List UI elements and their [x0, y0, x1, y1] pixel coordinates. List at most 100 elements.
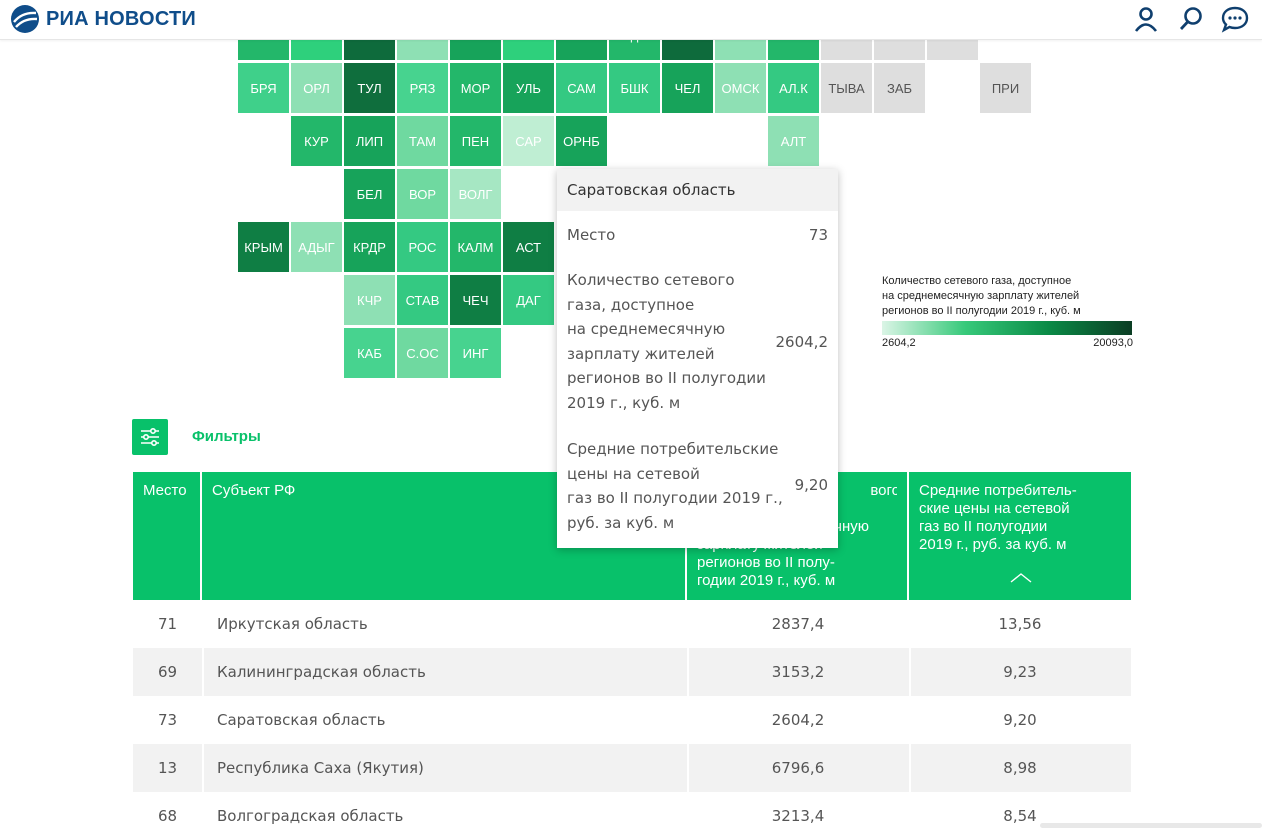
map-tile-МОР[interactable]: МОР — [450, 63, 501, 113]
cell-rank: 71 — [157, 615, 178, 633]
site-header: РИА НОВОСТИ — [0, 0, 1262, 40]
map-tile-БЕЛ[interactable]: БЕЛ — [344, 169, 395, 219]
ria-globe-icon — [11, 5, 39, 33]
cell-region: Саратовская область — [217, 711, 386, 729]
map-tile-КАБ[interactable]: КАБ — [344, 328, 395, 378]
map-tile-ОРЛ[interactable]: ОРЛ — [291, 63, 342, 113]
map-tile-ЧЕЛ[interactable]: ЧЕЛ — [662, 63, 713, 113]
tooltip-gas-label-line: Количество сетевого — [567, 271, 735, 289]
map-tile-БШК[interactable]: БШК — [609, 63, 660, 113]
map-tile-ТУЛ[interactable]: ТУЛ — [344, 63, 395, 113]
map-tile-БРЯ[interactable]: БРЯ — [238, 63, 289, 113]
tooltip-price-label-line: цены на сетевой — [567, 464, 700, 483]
header-price-line: 2019 г., руб. за куб. м — [919, 536, 1067, 553]
map-tile-ОМСК[interactable]: ОМСК — [715, 63, 766, 113]
tooltip-price-label: Средние потребительские цены на сетевой … — [567, 437, 787, 535]
tooltip-gas-label-line: газа, доступное — [567, 295, 695, 314]
legend-max: 20093,0 — [1093, 337, 1133, 349]
map-tile-ПЕН[interactable]: ПЕН — [450, 116, 501, 166]
column-divider — [687, 696, 689, 744]
map-tile-РОС[interactable]: РОС — [397, 222, 448, 272]
column-divider — [202, 600, 204, 648]
column-divider — [909, 648, 911, 696]
map-tile-АСТ[interactable]: АСТ — [503, 222, 554, 272]
tooltip-gas-label-line: зарплату жителей — [567, 344, 715, 363]
ria-logo[interactable]: РИА НОВОСТИ — [10, 4, 196, 34]
tooltip-place-label: Место — [567, 226, 616, 244]
chat-icon[interactable] — [1221, 5, 1249, 33]
legend-title-line: Количество сетевого газа, доступное — [882, 275, 1072, 287]
sliders-icon — [141, 427, 159, 447]
column-divider — [687, 792, 689, 828]
cell-region: Волгоградская область — [217, 807, 404, 825]
map-tile-ТЫВА[interactable]: ТЫВА — [821, 63, 872, 113]
cell-gas: 2604,2 — [771, 711, 825, 729]
map-tile-АЛТ[interactable]: АЛТ — [768, 116, 819, 166]
legend-title: Количество сетевого газа, доступное на с… — [882, 274, 1142, 319]
column-divider — [909, 792, 911, 828]
map-tile-КЧР[interactable]: КЧР — [344, 275, 395, 325]
map-tile-ВОЛГ[interactable]: ВОЛГ — [450, 169, 501, 219]
map-tile-С.ОС[interactable]: С.ОС — [397, 328, 448, 378]
column-divider — [909, 744, 911, 792]
map-tile-ДАГ[interactable]: ДАГ — [503, 275, 554, 325]
map-tile-ПРИ[interactable]: ПРИ — [980, 63, 1031, 113]
map-tile-АДЫГ[interactable]: АДЫГ — [291, 222, 342, 272]
tooltip-gas-row: Количество сетевого газа, доступное на с… — [567, 268, 828, 415]
tooltip-gas-label-line: 2019 г., куб. м — [567, 393, 681, 412]
tooltip-price-value: 9,20 — [794, 476, 828, 494]
column-divider — [909, 600, 911, 648]
map-tile-САМ[interactable]: САМ — [556, 63, 607, 113]
map-tile-КАЛМ[interactable]: КАЛМ — [450, 222, 501, 272]
horizontal-scrollbar[interactable] — [1040, 823, 1262, 828]
map-tile-ЛИП[interactable]: ЛИП — [344, 116, 395, 166]
filter-button[interactable] — [132, 419, 168, 455]
column-divider — [687, 648, 689, 696]
table-row: 71 Иркутская область 2837,4 13,56 — [133, 600, 1131, 648]
map-tile-РЯЗ[interactable]: РЯЗ — [397, 63, 448, 113]
sort-up-icon[interactable] — [1009, 572, 1033, 584]
brand-name: РИА НОВОСТИ — [46, 7, 196, 30]
map-tile-ИНГ[interactable]: ИНГ — [450, 328, 501, 378]
tooltip-place-row: Место 73 — [567, 223, 828, 248]
column-divider — [202, 792, 204, 828]
map-tile-ОРНБ[interactable]: ОРНБ — [556, 116, 607, 166]
column-divider — [202, 696, 204, 744]
map-tile-УЛЬ[interactable]: УЛЬ — [503, 63, 554, 113]
map-tile-ТАМ[interactable]: ТАМ — [397, 116, 448, 166]
map-tile-КРДР[interactable]: КРДР — [344, 222, 395, 272]
map-tile-ВОР[interactable]: ВОР — [397, 169, 448, 219]
header-price-line: газ во II полугодии — [919, 518, 1048, 535]
cell-rank: 68 — [157, 807, 178, 825]
map-tile-СТАВ[interactable]: СТАВ — [397, 275, 448, 325]
map-tile-АЛ.К[interactable]: АЛ.К — [768, 63, 819, 113]
filter-label[interactable]: Фильтры — [192, 428, 261, 445]
table-row: 73 Саратовская область 2604,2 9,20 — [133, 696, 1131, 744]
cell-rank: 73 — [157, 711, 178, 729]
header-price[interactable]: Средние потребитель- ские цены на сетево… — [909, 472, 1131, 600]
map-tile-ЗАБ[interactable]: ЗАБ — [874, 63, 925, 113]
search-icon[interactable] — [1177, 5, 1205, 33]
cell-price: 8,98 — [1003, 759, 1037, 777]
cell-price: 8,54 — [1003, 807, 1037, 825]
cell-region: Иркутская область — [217, 615, 368, 633]
cell-rank: 13 — [157, 759, 178, 777]
header-gas-line: регионов во II полу- — [697, 554, 835, 571]
header-rank[interactable]: Место — [133, 472, 202, 600]
user-icon[interactable] — [1132, 5, 1160, 33]
tooltip-gas-label-line: на среднемесячную — [567, 320, 726, 338]
cell-price: 9,20 — [1003, 711, 1037, 729]
cell-rank: 69 — [157, 663, 178, 681]
tooltip-gas-label: Количество сетевого газа, доступное на с… — [567, 268, 779, 415]
map-tile-КУР[interactable]: КУР — [291, 116, 342, 166]
map-tile-ЧЕЧ[interactable]: ЧЕЧ — [450, 275, 501, 325]
tooltip-price-label-line: руб. за куб. м — [567, 513, 675, 532]
header-price-line: ские цены на сетевой — [919, 500, 1070, 517]
column-divider — [687, 744, 689, 792]
table-row: 13 Республика Саха (Якутия) 6796,6 8,98 — [133, 744, 1131, 792]
cell-price: 13,56 — [998, 615, 1042, 633]
map-tile-САР[interactable]: САР — [503, 116, 554, 166]
map-tile-КРЫМ[interactable]: КРЫМ — [238, 222, 289, 272]
tooltip-place-value: 73 — [808, 226, 828, 244]
cell-gas: 2837,4 — [771, 615, 825, 633]
